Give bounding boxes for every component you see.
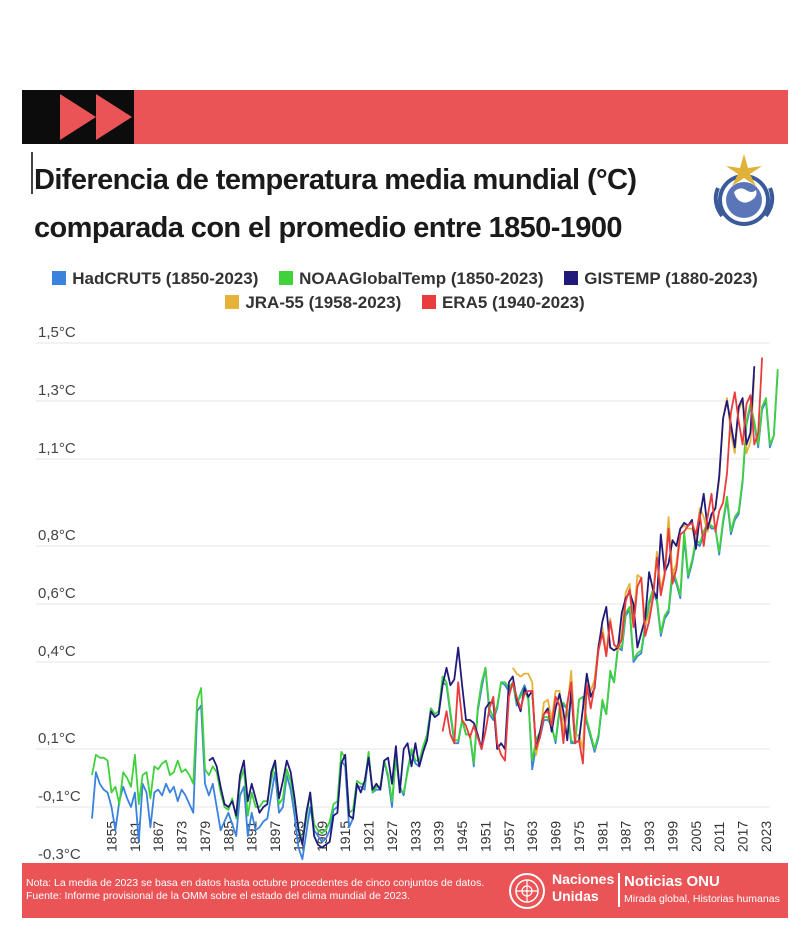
y-tick-label: 0,8°C (38, 527, 76, 544)
footer-source: Fuente: Informe provisional de la OMM so… (26, 890, 411, 902)
footer-band: Nota: La media de 2023 se basa en datos … (22, 863, 788, 918)
x-tick-label: 2011 (711, 822, 727, 852)
footer-note: Nota: La media de 2023 se basa en datos … (26, 877, 485, 889)
x-tick-label: 1999 (664, 821, 680, 852)
chart-legend: HadCRUT5 (1850-2023) NOAAGlobalTemp (185… (30, 267, 780, 315)
x-tick-label: 2023 (758, 821, 774, 852)
series-line-era5 (441, 357, 763, 765)
x-tick-label: 1993 (641, 821, 657, 852)
x-tick-label: 1885 (220, 821, 236, 852)
legend-label: NOAAGlobalTemp (1850-2023) (299, 269, 544, 288)
legend-item-hadcrut5: HadCRUT5 (1850-2023) (52, 267, 258, 291)
chart-title: Diferencia de temperatura media mundial … (34, 156, 674, 252)
x-tick-label: 1921 (361, 821, 377, 852)
legend-item-era5: ERA5 (1940-2023) (421, 291, 585, 315)
x-tick-label: 1933 (407, 821, 423, 852)
x-tick-label: 1969 (548, 821, 564, 852)
brand-subtitle: Mirada global, Historias humanas (624, 893, 780, 905)
x-tick-label: 1939 (431, 821, 447, 852)
y-tick-label: 1,3°C (38, 382, 76, 399)
legend-label: HadCRUT5 (1850-2023) (72, 269, 259, 288)
legend-swatch (279, 271, 294, 285)
chart-title-line1: Diferencia de temperatura media mundial … (34, 164, 637, 196)
title-accent-bar (31, 152, 33, 194)
x-tick-label: 1975 (571, 821, 587, 852)
y-tick-label: 0,6°C (38, 585, 76, 602)
un-name-line2: Unidas (552, 888, 599, 904)
series-line-jra-55 (512, 374, 756, 756)
legend-swatch (52, 271, 67, 285)
legend-swatch (225, 295, 240, 309)
legend-swatch (421, 295, 436, 309)
legend-item-noaa: NOAAGlobalTemp (1850-2023) (279, 267, 543, 291)
footer-notes: Nota: La media de 2023 se basa en datos … (26, 877, 506, 903)
series-line-hadcrut5 (91, 371, 779, 860)
x-tick-label: 2005 (688, 821, 704, 852)
legend-item-gistemp: GISTEMP (1880-2023) (564, 267, 758, 291)
legend-label: JRA-55 (1958-2023) (245, 293, 402, 312)
x-tick-label: 1879 (197, 821, 213, 852)
x-tick-label: 1963 (524, 821, 540, 852)
x-tick-label: 1951 (477, 821, 493, 852)
x-tick-label: 1987 (618, 821, 634, 852)
chart-title-line2: comparada con el promedio entre 1850-190… (34, 212, 622, 244)
x-tick-label: 1867 (150, 821, 166, 852)
un-name: Naciones Unidas (552, 871, 614, 905)
footer-divider (618, 873, 620, 907)
header-band (22, 90, 788, 144)
x-tick-label: 1945 (454, 821, 470, 852)
un-emblem-icon (509, 873, 545, 909)
x-tick-label: 1897 (267, 821, 283, 852)
brand-title: Noticias ONU (624, 873, 720, 890)
y-tick-label: 1,5°C (38, 324, 76, 341)
x-tick-label: 1915 (337, 821, 353, 852)
y-tick-label: -0,1°C (38, 788, 81, 805)
legend-label: ERA5 (1940-2023) (441, 293, 585, 312)
x-tick-label: 1957 (501, 821, 517, 852)
y-tick-label: 0,1°C (38, 730, 76, 747)
x-tick-label: 1927 (384, 821, 400, 852)
y-tick-label: 0,4°C (38, 643, 76, 660)
legend-swatch (564, 271, 579, 285)
x-tick-label: 2017 (735, 821, 751, 852)
un-name-line1: Naciones (552, 871, 615, 887)
x-tick-label: 1855 (103, 821, 119, 852)
legend-label: GISTEMP (1880-2023) (584, 269, 758, 288)
y-tick-label: 1,1°C (38, 440, 76, 457)
legend-item-jra55: JRA-55 (1958-2023) (225, 291, 401, 315)
fast-forward-icon (60, 94, 132, 140)
x-tick-label: 1873 (174, 821, 190, 852)
series-line-gistemp (208, 366, 756, 849)
x-tick-label: 1981 (594, 821, 610, 852)
line-chart: 1,5°C 1,3°C 1,1°C 0,8°C 0,6°C 0,4°C 0,1°C -0,1°… (36, 324, 779, 860)
wmo-emblem-icon (713, 154, 775, 226)
series-line-noaaglobaltemp (91, 369, 779, 843)
y-tick-label: -0,3°C (38, 846, 81, 860)
